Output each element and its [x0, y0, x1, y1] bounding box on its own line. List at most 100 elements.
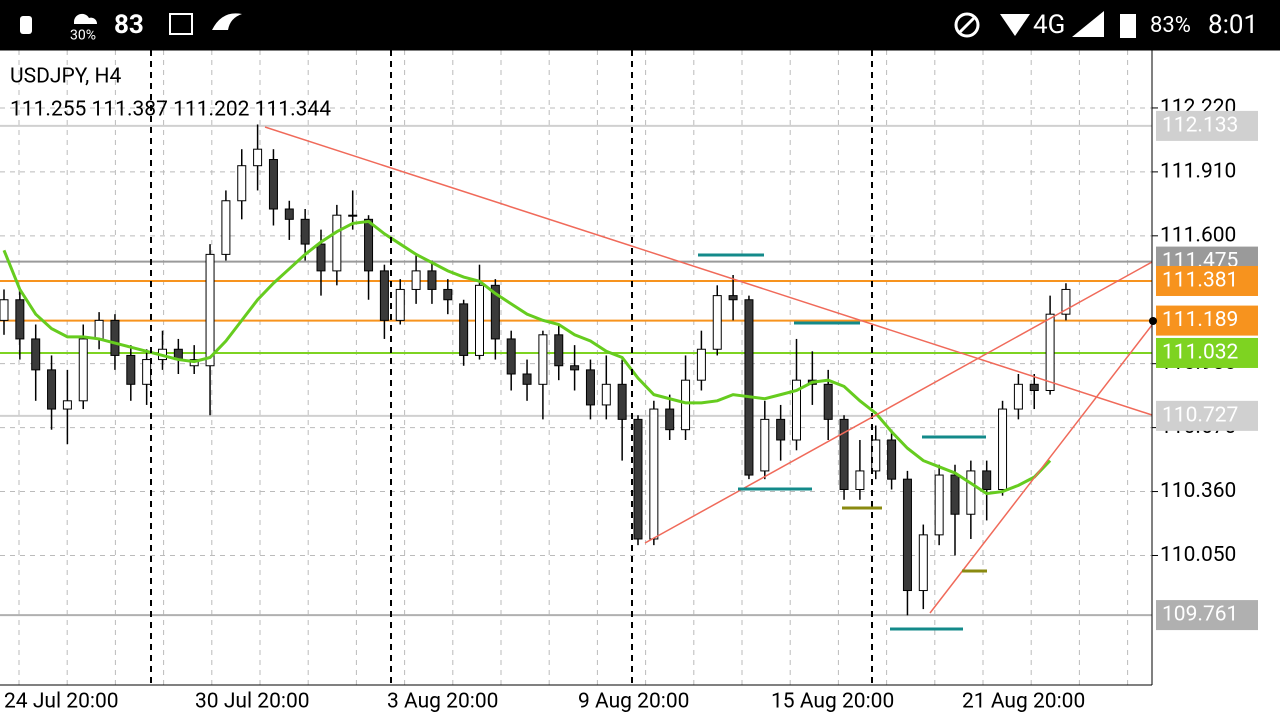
- level-label: 111.032: [1162, 341, 1239, 365]
- candle-body: [15, 299, 25, 340]
- x-tick-label: 24 Jul 20:00: [4, 690, 119, 714]
- candle-body: [601, 383, 611, 406]
- candle-body: [332, 214, 342, 272]
- candle-body: [237, 165, 247, 202]
- candle-body: [839, 418, 849, 490]
- candle-body: [475, 284, 484, 356]
- level-box: [1156, 337, 1258, 368]
- moving-average: [2, 219, 1052, 496]
- level-box: [1156, 110, 1258, 141]
- candle-body: [617, 383, 627, 420]
- level-label: 112.133: [1162, 113, 1238, 137]
- price-axis: 112.220111.910111.600110.980110.670110.3…: [1152, 95, 1258, 631]
- candle-body: [411, 270, 421, 290]
- candle-body: [585, 369, 595, 406]
- candle-body: [1045, 313, 1055, 391]
- candle-body: [126, 354, 136, 385]
- candle-body: [918, 534, 928, 592]
- y-tick-label: 111.600: [1160, 223, 1236, 247]
- candle-body: [522, 373, 532, 385]
- notification-icon: [20, 16, 32, 34]
- y-tick-label: 111.910: [1160, 159, 1236, 183]
- trend-line: [264, 126, 1153, 416]
- candle-body: [300, 218, 310, 245]
- candle-body: [427, 270, 437, 290]
- candle-body: [902, 478, 912, 592]
- x-tick-label: 9 Aug 20:00: [578, 690, 689, 714]
- candle-body: [855, 470, 865, 490]
- candle-body: [570, 365, 580, 371]
- candle-body: [459, 303, 469, 356]
- candle-body: [665, 408, 675, 431]
- plot: [0, 50, 1152, 685]
- candle-body: [1013, 383, 1023, 410]
- status-bar: [0, 0, 1280, 50]
- wifi-icon: [1000, 14, 1030, 36]
- candle-body: [934, 474, 944, 536]
- trend-line: [644, 261, 1153, 544]
- candle-body: [649, 408, 659, 540]
- level-box: [1156, 400, 1258, 431]
- level-label: 111.381: [1162, 269, 1238, 293]
- x-tick-label: 30 Jul 20:00: [195, 690, 310, 714]
- dnd-icon: [954, 12, 980, 38]
- price-dot: [1149, 317, 1157, 325]
- symbol: USDJPY, H4: [10, 65, 121, 89]
- candle-body: [681, 379, 691, 431]
- candle-body: [205, 253, 215, 367]
- level-label: 111.189: [1162, 308, 1238, 332]
- clock: 8:01: [1208, 10, 1258, 40]
- y-tick-label: 110.050: [1160, 543, 1236, 567]
- candle-body: [712, 295, 722, 350]
- candle-body: [364, 218, 374, 272]
- candle-body: [538, 334, 548, 385]
- candle-body: [982, 470, 992, 490]
- candle-body: [284, 208, 294, 220]
- weather-icon: [73, 13, 98, 24]
- candle-body: [62, 400, 72, 410]
- trend-lines: [264, 126, 1153, 614]
- bird-icon: [212, 13, 242, 30]
- candle-body: [221, 200, 231, 255]
- y-tick-label: 110.360: [1160, 479, 1236, 503]
- candle-body: [728, 295, 738, 301]
- x-tick-label: 21 Aug 20:00: [962, 690, 1085, 714]
- candle-body: [1029, 383, 1039, 391]
- candle-body: [94, 319, 104, 340]
- level-label: 109.761: [1162, 603, 1238, 627]
- candle-body: [110, 319, 120, 356]
- candle-body: [871, 439, 881, 472]
- candle-body: [0, 299, 9, 321]
- candle-body: [950, 474, 960, 515]
- period-separators: [150, 50, 873, 685]
- candle-body: [633, 418, 643, 540]
- candle-body: [443, 288, 453, 301]
- image-icon: [169, 13, 193, 35]
- candle-body: [554, 334, 564, 367]
- candle-body: [998, 408, 1008, 490]
- battery-icon: [1120, 14, 1136, 38]
- candle-body: [253, 148, 263, 167]
- rain-chance: 30%: [70, 28, 96, 44]
- candle-body: [31, 338, 41, 371]
- candle-body: [142, 359, 152, 385]
- battery-percent: 83%: [1150, 13, 1191, 38]
- x-tick-label: 15 Aug 20:00: [771, 690, 894, 714]
- candle-body: [379, 270, 389, 321]
- signal-icon: [1072, 11, 1104, 37]
- candle-body: [887, 439, 897, 480]
- candle-body: [823, 383, 833, 420]
- x-tick-label: 3 Aug 20:00: [387, 690, 498, 714]
- level-box: [1156, 305, 1258, 336]
- candle-body: [506, 338, 516, 375]
- level-box: [1156, 600, 1258, 631]
- candle-body: [696, 348, 706, 381]
- candle-body: [776, 418, 786, 441]
- candle-body: [1061, 288, 1071, 315]
- candle-body: [78, 338, 88, 402]
- network: 4G: [1033, 10, 1065, 40]
- candle-body: [966, 470, 976, 515]
- ohlc: 111.255 111.387 111.202 111.344: [10, 98, 331, 122]
